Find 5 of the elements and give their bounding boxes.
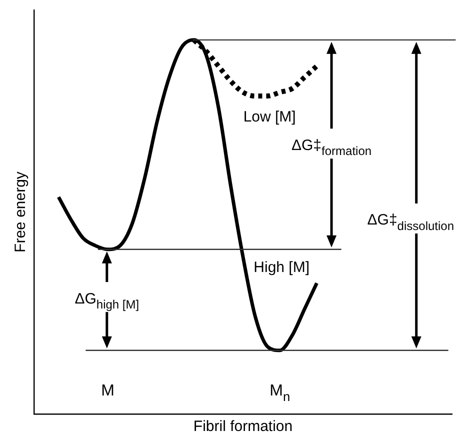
x-tick-label: M [101, 382, 114, 400]
series-label: Low [M] [243, 108, 296, 126]
series-label: High [M] [254, 258, 310, 276]
x-axis-title: Fibril formation [193, 418, 293, 436]
y-axis-title: Free energy [12, 171, 30, 252]
